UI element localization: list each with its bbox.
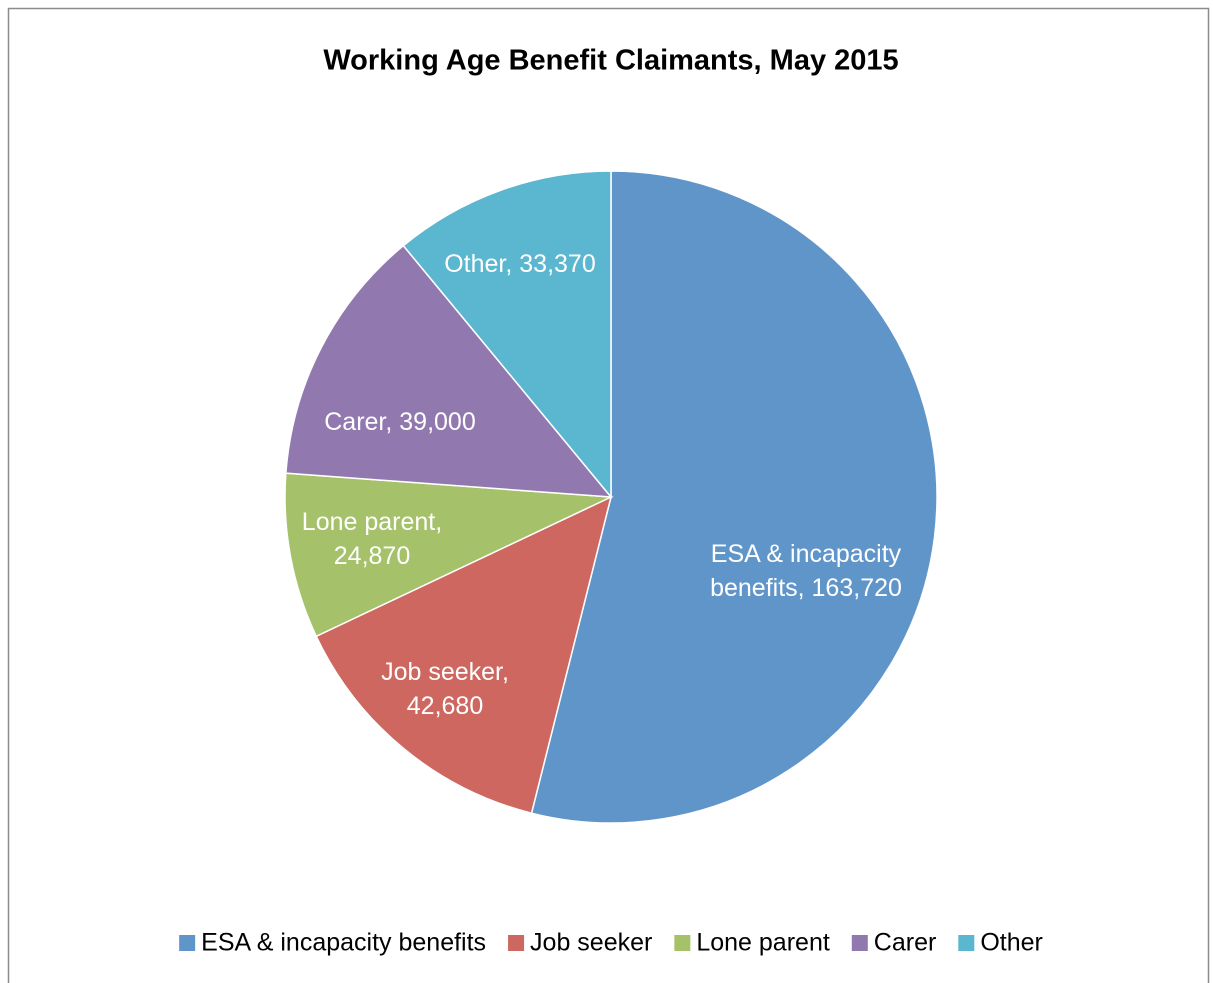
legend-text: ESA & incapacity benefits <box>201 929 486 957</box>
legend-text: Other <box>980 929 1043 957</box>
slice-label: Other, 33,370 <box>444 250 596 278</box>
legend-text: Job seeker <box>530 929 652 957</box>
pie-slice <box>315 495 613 815</box>
legend-text: Lone parent <box>696 929 830 957</box>
legend-swatch <box>851 935 868 951</box>
pie-slice <box>402 170 612 500</box>
slice-label: ESA & incapacity benefits, 163,720 <box>710 540 902 602</box>
legend: ESA & incapacity benefits Job seeker Lone … <box>179 929 1043 957</box>
legend-swatch <box>958 935 975 951</box>
legend-swatch <box>508 935 525 951</box>
legend-text: Carer <box>874 929 937 957</box>
legend-swatch <box>179 935 196 951</box>
pie-slice <box>530 170 938 824</box>
pie-slice <box>285 244 613 498</box>
slice-label: Carer, 39,000 <box>324 408 476 436</box>
chart-title: Working Age Benefit Claimants, May 2015 <box>323 45 898 77</box>
pie-slice <box>284 472 614 638</box>
legend-swatch <box>674 935 691 951</box>
slice-label: Lone parent, 24,870 <box>302 508 442 570</box>
slice-label: Job seeker, 42,680 <box>381 658 509 720</box>
